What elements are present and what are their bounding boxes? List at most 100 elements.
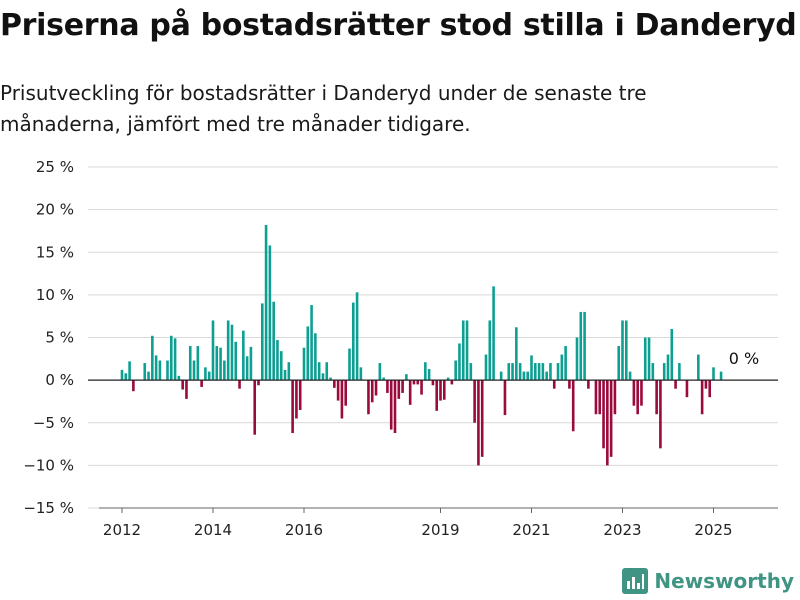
bar [416, 380, 420, 385]
brand-name: Newsworthy [654, 569, 794, 593]
bar [204, 367, 207, 381]
bar [515, 327, 518, 381]
bar [408, 380, 412, 405]
bar [480, 380, 484, 457]
bar [583, 311, 586, 381]
bar [579, 311, 583, 381]
bar [461, 320, 465, 381]
bar [143, 363, 147, 381]
bar [537, 363, 541, 381]
bar [420, 380, 423, 395]
bar [382, 377, 385, 381]
y-tick-label: −10 % [23, 456, 74, 474]
bar [568, 380, 571, 389]
bar [545, 371, 548, 381]
bar [405, 374, 408, 381]
bar [704, 380, 708, 389]
bar [351, 302, 355, 381]
bar [397, 380, 401, 399]
bar [355, 292, 359, 381]
bar [291, 380, 294, 433]
bar [556, 363, 560, 381]
bar [302, 347, 306, 381]
bar [560, 354, 564, 381]
bar [469, 363, 473, 381]
page-title: Priserna på bostadsrätter stod stilla i … [0, 8, 797, 43]
bar [200, 380, 203, 387]
bar [223, 360, 226, 381]
bar [147, 371, 150, 381]
bar [700, 380, 704, 415]
bar [283, 369, 287, 381]
bar [329, 377, 332, 381]
newsworthy-logo-icon [622, 568, 649, 594]
bar [314, 333, 317, 381]
bar [325, 362, 329, 381]
bar [719, 371, 723, 381]
bar [378, 363, 382, 381]
bar [166, 360, 169, 381]
bar [628, 371, 632, 381]
x-tick-label: 2014 [194, 521, 232, 539]
y-tick-label: 20 % [36, 201, 74, 219]
bar [424, 362, 427, 381]
bar [643, 337, 647, 381]
bar [655, 380, 658, 415]
bar [238, 380, 241, 389]
bar [211, 320, 215, 381]
bar [564, 346, 567, 381]
bar [386, 380, 389, 393]
bar [678, 363, 681, 381]
bar [128, 361, 131, 381]
bar [442, 380, 446, 400]
bar [219, 347, 222, 381]
x-tick-label: 2021 [512, 521, 550, 539]
bar [279, 351, 283, 381]
bar [427, 369, 431, 381]
bar [439, 380, 442, 401]
bar [606, 380, 609, 466]
bar [431, 380, 435, 386]
x-tick-label: 2025 [694, 521, 732, 539]
bar [120, 369, 124, 381]
bar [151, 335, 154, 381]
bar [181, 380, 184, 390]
x-tick-label: 2016 [285, 521, 323, 539]
x-tick-label: 2023 [603, 521, 641, 539]
y-tick-label: −5 % [33, 414, 74, 432]
bar [458, 343, 461, 381]
bar [333, 380, 336, 388]
bar [272, 301, 275, 381]
bar [518, 363, 522, 381]
bar [169, 335, 173, 381]
bar [598, 380, 602, 415]
y-tick-label: 15 % [36, 243, 74, 261]
y-tick-label: −15 % [23, 499, 74, 517]
y-tick-label: 5 % [45, 329, 74, 347]
bar [477, 380, 480, 466]
bar [196, 346, 200, 381]
y-tick-label: 0 % [45, 371, 74, 389]
bar [185, 380, 188, 399]
bar [670, 328, 674, 381]
bar [454, 360, 457, 381]
bar [132, 380, 135, 392]
bar [499, 371, 503, 381]
bar [370, 380, 374, 403]
bar [624, 320, 628, 381]
bar [549, 363, 552, 381]
bar [594, 380, 598, 415]
bar [492, 286, 495, 381]
brand[interactable]: Newsworthy [622, 568, 794, 594]
bar [488, 320, 492, 381]
bar [697, 354, 700, 381]
bar [287, 362, 291, 381]
bar [552, 380, 556, 389]
bar [465, 320, 469, 381]
bar [522, 371, 526, 381]
bar [249, 346, 253, 381]
y-tick-label: 10 % [36, 286, 74, 304]
bar [173, 338, 177, 381]
bar [321, 373, 325, 381]
bar [541, 363, 545, 381]
